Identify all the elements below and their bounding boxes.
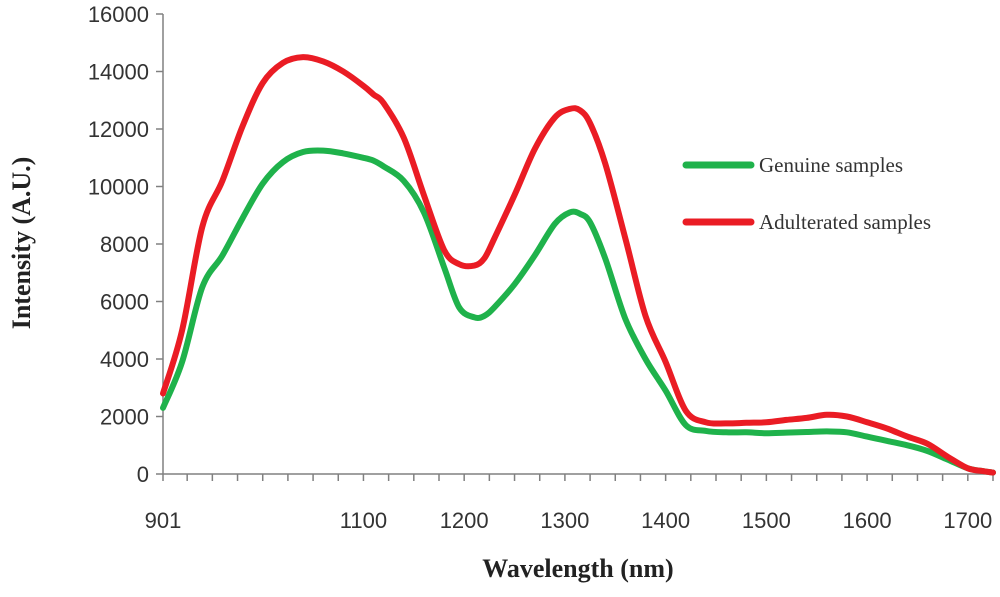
x-axis-title: Wavelength (nm) [482,554,673,583]
x-axis: 901 1100 1200 1300 1400 1500 1600 1700 [145,473,994,533]
series-line-adulterated [160,54,996,476]
y-tick-label: 2000 [100,405,149,430]
x-tick-label: 901 [145,508,182,533]
x-tick-label: 1600 [843,508,892,533]
y-tick-label: 16000 [88,2,149,27]
x-tick-label: 1400 [641,508,690,533]
y-tick-label: 0 [137,462,149,487]
y-tick-label: 12000 [88,117,149,142]
y-tick-label: 4000 [100,347,149,372]
x-tick-label: 1700 [943,508,992,533]
series-line-genuine [160,147,996,476]
y-tick-label: 6000 [100,290,149,315]
y-tick-label: 10000 [88,175,149,200]
series-layer [160,54,996,476]
y-axis: 0 2000 4000 6000 8000 10000 12000 14000 16000 [88,2,164,487]
y-tick-label: 14000 [88,60,149,85]
legend-label-genuine: Genuine samples [759,153,903,177]
x-tick-label: 1200 [440,508,489,533]
legend-label-adulterated: Adulterated samples [759,210,931,234]
x-tick-label: 1500 [742,508,791,533]
y-tick-label: 8000 [100,232,149,257]
legend: Genuine samples Adulterated samples [682,153,931,234]
x-tick-label: 1300 [540,508,589,533]
x-tick-label: 1100 [340,508,387,533]
y-axis-title: Intensity (A.U.) [7,157,36,330]
